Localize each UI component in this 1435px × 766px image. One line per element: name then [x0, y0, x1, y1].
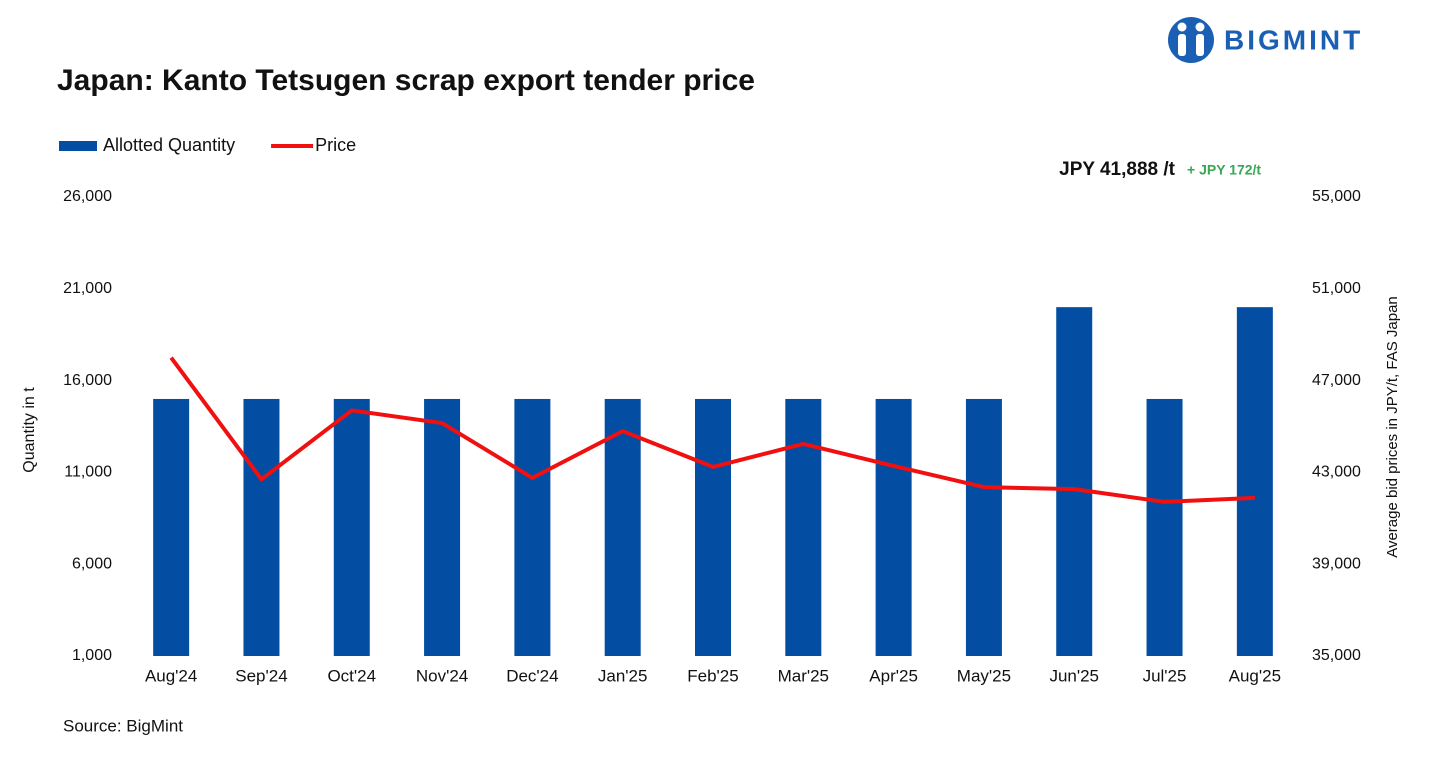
x-tick-label: Aug'25 — [1229, 666, 1281, 685]
bar — [1236, 307, 1273, 656]
bar — [424, 398, 461, 656]
annotation: JPY 41,888 /t — [1059, 159, 1176, 180]
y2-tick-label: 55,000 — [1312, 188, 1361, 205]
bar — [695, 398, 731, 656]
x-tick-label: Sep'24 — [235, 666, 287, 685]
logo-icon-head — [1195, 22, 1205, 32]
y-tick-label: 1,000 — [72, 647, 112, 664]
x-tick-label: Jul'25 — [1143, 666, 1187, 685]
y-tick-label: 6,000 — [72, 555, 112, 572]
x-tick-label: Apr'25 — [869, 666, 918, 685]
bar — [333, 398, 370, 656]
x-tick-label: Mar'25 — [778, 666, 829, 685]
legend-label: Price — [315, 135, 356, 155]
bar — [514, 398, 551, 656]
logo-text: BIGMINT — [1224, 24, 1363, 55]
y-tick-label: 16,000 — [63, 372, 112, 389]
y-tick-label: 26,000 — [63, 188, 112, 205]
bar — [153, 398, 190, 656]
bar — [243, 398, 280, 656]
bar — [965, 398, 1002, 656]
y-axis-title: Quantity in t — [21, 387, 38, 473]
y2-tick-label: 47,000 — [1312, 372, 1361, 389]
y-tick-label: 21,000 — [63, 280, 112, 297]
y2-tick-label: 51,000 — [1312, 280, 1361, 297]
logo-icon-body — [1178, 34, 1186, 56]
bar — [875, 398, 912, 656]
y2-tick-label: 43,000 — [1312, 464, 1361, 481]
y2-tick-label: 35,000 — [1312, 647, 1361, 664]
chart-title: Japan: Kanto Tetsugen scrap export tende… — [57, 64, 755, 97]
logo-icon-body — [1196, 34, 1204, 56]
legend-label: Allotted Quantity — [103, 135, 235, 155]
legend-swatch — [59, 141, 97, 151]
x-tick-label: Jan'25 — [598, 666, 648, 685]
bar — [1056, 307, 1093, 656]
annotation-change: + JPY 172/t — [1187, 162, 1261, 178]
x-tick-label: Jun'25 — [1049, 666, 1099, 685]
logo-icon — [1168, 17, 1214, 63]
x-tick-label: Aug'24 — [145, 666, 197, 685]
bar — [604, 398, 641, 656]
y-tick-label: 11,000 — [64, 464, 112, 481]
bar — [1146, 398, 1183, 656]
x-tick-label: Nov'24 — [416, 666, 468, 685]
x-tick-label: Dec'24 — [506, 666, 558, 685]
x-tick-label: Oct'24 — [327, 666, 376, 685]
x-tick-label: Feb'25 — [687, 666, 738, 685]
x-tick-label: May'25 — [957, 666, 1011, 685]
y2-axis-title: Average bid prices in JPY/t, FAS Japan — [1384, 296, 1401, 558]
logo: BIGMINT — [1168, 17, 1363, 63]
bar — [785, 398, 822, 656]
logo-icon-head — [1177, 22, 1187, 32]
source: Source: BigMint — [63, 716, 183, 735]
y2-tick-label: 39,000 — [1312, 555, 1361, 572]
price-line — [169, 356, 1255, 504]
